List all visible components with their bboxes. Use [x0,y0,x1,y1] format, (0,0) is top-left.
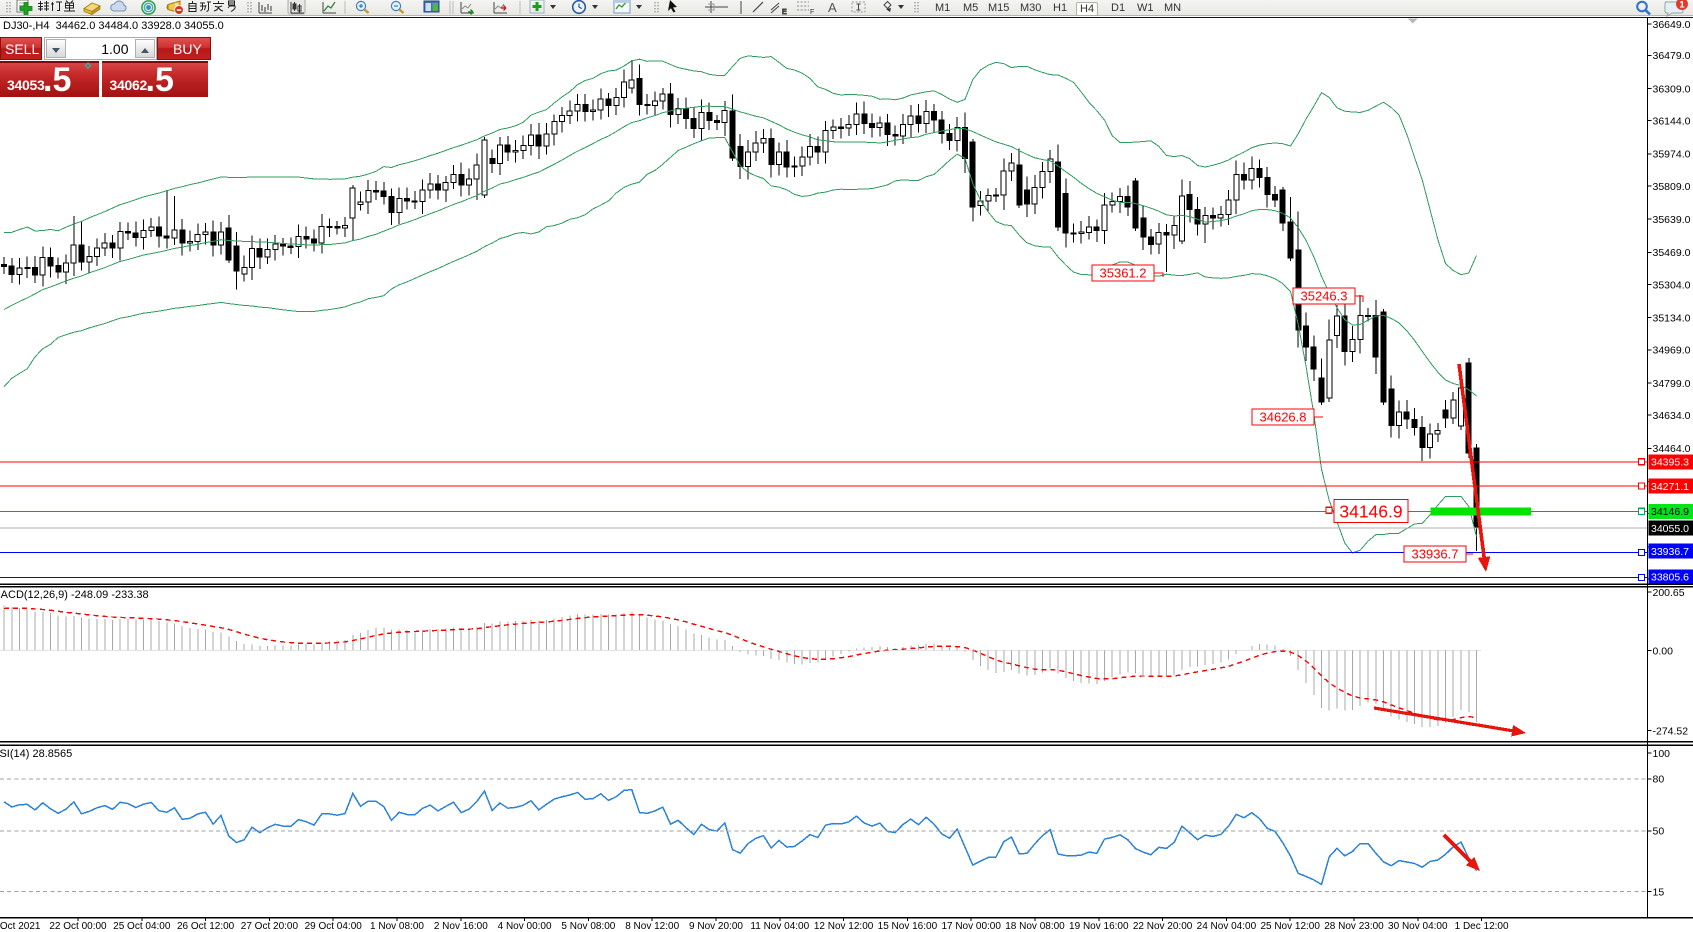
svg-text:8 Nov 12:00: 8 Nov 12:00 [625,921,679,932]
svg-text:36144.0: 36144.0 [1653,116,1691,128]
svg-text:19 Nov 16:00: 19 Nov 16:00 [1069,921,1129,932]
svg-text:34634.0: 34634.0 [1653,410,1691,422]
svg-text:24 Nov 04:00: 24 Nov 04:00 [1197,921,1257,932]
svg-text:35304.0: 35304.0 [1653,279,1691,291]
svg-text:26 Oct 12:00: 26 Oct 12:00 [177,921,235,932]
svg-text:25 Oct 04:00: 25 Oct 04:00 [113,921,171,932]
svg-text:11 Nov 04:00: 11 Nov 04:00 [750,921,809,932]
svg-text:MACD(12,26,9) -248.09 -233.38: MACD(12,26,9) -248.09 -233.38 [0,589,149,601]
svg-text:34464.0: 34464.0 [1653,443,1691,455]
svg-text:18 Nov 08:00: 18 Nov 08:00 [1005,921,1065,932]
svg-text:28 Nov 23:00: 28 Nov 23:00 [1324,921,1384,932]
svg-text:34146.9: 34146.9 [1339,501,1402,521]
svg-text:34626.8: 34626.8 [1260,410,1307,425]
svg-text:200.65: 200.65 [1653,587,1685,599]
svg-text:1 Dec 12:00: 1 Dec 12:00 [1455,921,1509,932]
svg-text:34395.3: 34395.3 [1651,457,1689,469]
svg-text:F: F [810,9,814,16]
svg-text:9 Nov 20:00: 9 Nov 20:00 [689,921,743,932]
svg-text:27 Oct 20:00: 27 Oct 20:00 [241,921,299,932]
svg-text:DJ30-,H4 34462.0 34484.0 3392: DJ30-,H4 34462.0 34484.0 33928.0 34055.0 [3,20,224,32]
svg-text:2 Nov 16:00: 2 Nov 16:00 [434,921,488,932]
svg-text:35134.0: 35134.0 [1653,313,1691,325]
svg-text:34799.0: 34799.0 [1653,378,1691,390]
svg-text:35974.0: 35974.0 [1653,149,1691,161]
svg-text:35361.2: 35361.2 [1100,266,1147,281]
svg-text:35809.0: 35809.0 [1653,181,1691,193]
svg-text:0.00: 0.00 [1653,645,1674,657]
svg-text:5 Nov 08:00: 5 Nov 08:00 [561,921,615,932]
svg-text:22 Nov 20:00: 22 Nov 20:00 [1133,921,1193,932]
svg-text:33936.7: 33936.7 [1651,546,1689,558]
svg-text:1 Nov 08:00: 1 Nov 08:00 [370,921,424,932]
svg-text:33936.7: 33936.7 [1412,547,1459,562]
svg-text:4 Nov 00:00: 4 Nov 00:00 [498,921,552,932]
svg-text:22 Oct 00:00: 22 Oct 00:00 [49,921,107,932]
svg-text:-274.52: -274.52 [1653,725,1689,737]
svg-text:34969.0: 34969.0 [1653,345,1691,357]
svg-text:RSI(14) 28.8565: RSI(14) 28.8565 [0,748,72,760]
svg-text:1: 1 [1679,0,1685,11]
svg-text:36309.0: 36309.0 [1653,83,1691,95]
svg-text:33805.6: 33805.6 [1651,572,1689,584]
svg-text:34055.0: 34055.0 [1651,523,1689,535]
svg-text:29 Oct 04:00: 29 Oct 04:00 [305,921,363,932]
svg-text:35246.3: 35246.3 [1301,289,1348,304]
svg-text:21 Oct 2021: 21 Oct 2021 [0,921,41,932]
svg-text:50: 50 [1653,826,1665,838]
svg-text:12 Nov 12:00: 12 Nov 12:00 [814,921,874,932]
svg-text:36649.0: 36649.0 [1653,19,1691,31]
svg-text:30 Nov 04:00: 30 Nov 04:00 [1388,921,1448,932]
svg-text:36479.0: 36479.0 [1653,50,1691,62]
svg-text:100: 100 [1653,748,1671,760]
svg-text:80: 80 [1653,774,1665,786]
svg-text:A: A [828,0,837,15]
svg-text:15 Nov 16:00: 15 Nov 16:00 [878,921,938,932]
svg-text:25 Nov 12:00: 25 Nov 12:00 [1260,921,1320,932]
svg-text:34146.9: 34146.9 [1651,506,1689,518]
svg-text:35639.0: 35639.0 [1653,214,1691,226]
svg-text:35469.0: 35469.0 [1653,247,1691,259]
svg-text:34271.1: 34271.1 [1651,481,1689,493]
svg-text:15: 15 [1653,887,1665,899]
svg-text:17 Nov 00:00: 17 Nov 00:00 [941,921,1001,932]
svg-text:E: E [782,9,787,16]
